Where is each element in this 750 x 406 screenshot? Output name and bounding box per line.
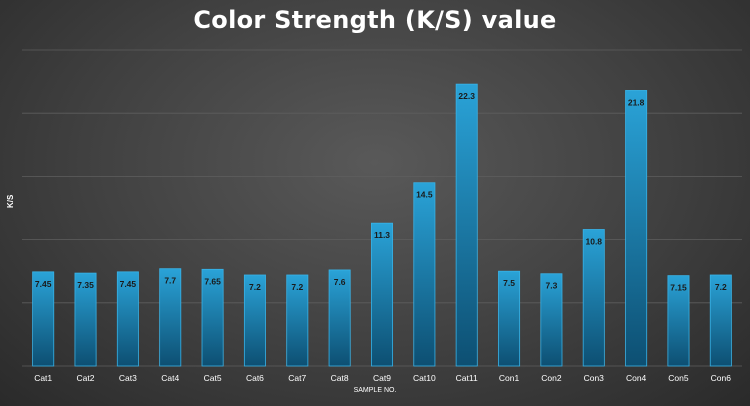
bar-cat7 <box>286 274 309 367</box>
data-label: 7.3 <box>545 281 557 291</box>
data-label: 7.2 <box>715 282 727 292</box>
bar-cat11 <box>455 83 478 367</box>
bar-cat8 <box>328 269 351 367</box>
x-tick-label: Cat6 <box>246 373 264 383</box>
data-label: 14.5 <box>416 190 433 200</box>
data-label: 7.45 <box>120 279 137 289</box>
data-label: 7.65 <box>204 276 221 286</box>
x-tick-label: Cat8 <box>331 373 349 383</box>
bar-con2 <box>540 273 563 367</box>
x-tick-label: Cat5 <box>204 373 222 383</box>
data-label: 7.45 <box>35 279 52 289</box>
x-tick-label: Cat3 <box>119 373 137 383</box>
x-tick-label: Cat7 <box>288 373 306 383</box>
data-label: 7.35 <box>77 280 94 290</box>
x-tick-label: Con2 <box>541 373 562 383</box>
bar-con4 <box>625 90 648 367</box>
x-tick-label: Cat9 <box>373 373 391 383</box>
x-tick-label: Cat4 <box>161 373 179 383</box>
x-tick-label: Cat1 <box>34 373 52 383</box>
bar-cat3 <box>116 271 139 367</box>
bar-cat9 <box>371 222 393 367</box>
x-tick-label: Cat10 <box>413 373 436 383</box>
bar-cat2 <box>74 272 97 367</box>
chart-title: Color Strength (K/S) value <box>193 6 557 34</box>
x-tick-label: Con4 <box>626 373 647 383</box>
data-label: 21.8 <box>628 97 645 107</box>
bar-cat5 <box>201 268 224 367</box>
data-label: 7.15 <box>670 283 687 293</box>
x-tick-label: Cat11 <box>456 373 478 383</box>
data-label: 11.3 <box>374 230 390 240</box>
x-tick-label: Con1 <box>499 373 520 383</box>
data-label: 22.3 <box>458 91 475 101</box>
data-label: 7.6 <box>334 277 346 287</box>
data-label: 7.2 <box>249 282 261 292</box>
x-axis-label: SAMPLE NO. <box>353 387 397 394</box>
data-label: 10.8 <box>585 236 602 246</box>
x-tick-label: Con3 <box>584 373 605 383</box>
x-tick-label: Cat2 <box>77 373 95 383</box>
bars <box>32 83 732 367</box>
x-tick-label: Con6 <box>711 373 732 383</box>
bar-cat1 <box>32 271 55 367</box>
x-tick-labels: Cat1 Cat2 Cat3 Cat4 Cat5 Cat6 Cat7 Cat8 Cat9 Cat1… <box>34 373 731 383</box>
data-label: 7.2 <box>291 282 303 292</box>
data-label: 7.5 <box>503 278 515 288</box>
bar-con5 <box>667 275 690 367</box>
bar-cat10 <box>413 182 436 367</box>
bar-con1 <box>498 270 521 367</box>
x-tick-label: Con5 <box>668 373 689 383</box>
data-labels: 7.45 7.35 7.45 7.7 7.65 7.2 7.2 7.6 11.3 14.5 22.3… <box>35 91 727 292</box>
data-label: 7.7 <box>164 276 176 286</box>
bar-cat4 <box>159 268 182 367</box>
bar-con3 <box>582 229 605 367</box>
bar-con6 <box>709 274 732 367</box>
bar-cat6 <box>243 274 266 367</box>
